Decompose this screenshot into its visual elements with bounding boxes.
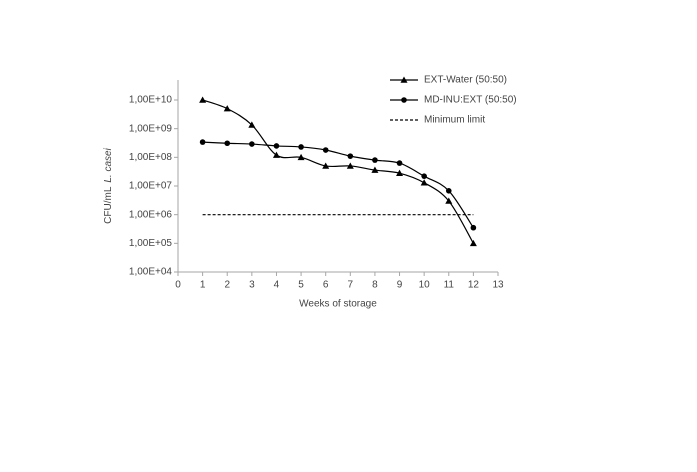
data-point <box>298 144 304 150</box>
data-point <box>445 197 453 204</box>
data-point <box>297 153 305 161</box>
legend-label: MD-INU:EXT (50:50) <box>424 95 517 106</box>
x-tick-label: 1 <box>200 280 206 291</box>
data-point <box>273 143 280 149</box>
legend-label: EXT-Water (50:50) <box>424 75 507 86</box>
x-tick-label: 6 <box>323 280 329 291</box>
data-point <box>224 140 231 147</box>
data-point <box>396 160 403 166</box>
data-point <box>469 239 477 247</box>
y-tick-label: 1,00E+06 <box>129 209 173 220</box>
x-tick-label: 12 <box>468 280 480 291</box>
x-axis-label: Weeks of storage <box>299 299 377 310</box>
x-tick-label: 5 <box>298 280 304 291</box>
data-point <box>445 188 452 194</box>
x-tick-label: 10 <box>419 280 431 291</box>
y-tick-label: 1,00E+09 <box>129 123 173 134</box>
y-axis-label-italic: L. casei <box>103 147 114 182</box>
y-axis-label-text: CFU/mL <box>103 186 114 224</box>
data-point <box>223 105 231 112</box>
data-point <box>470 224 477 231</box>
data-point <box>249 141 255 147</box>
y-tick-label: 1,00E+10 <box>129 95 173 106</box>
legend-marker <box>401 97 407 103</box>
data-point <box>346 162 354 169</box>
y-axis-label: CFU/mL L. casei <box>103 147 114 223</box>
data-point <box>421 173 427 179</box>
x-tick-label: 4 <box>274 280 280 291</box>
x-tick-label: 2 <box>224 280 230 291</box>
y-tick-label: 1,00E+04 <box>129 267 173 278</box>
data-point <box>371 166 379 173</box>
legend-marker <box>400 76 408 83</box>
x-tick-label: 8 <box>372 280 378 291</box>
x-tick-label: 7 <box>348 280 354 291</box>
data-point <box>396 169 404 176</box>
legend-label: Minimum limit <box>424 115 485 126</box>
data-point <box>322 162 330 169</box>
x-tick-label: 3 <box>249 280 255 291</box>
y-tick-label: 1,00E+08 <box>129 152 173 163</box>
data-point <box>372 157 378 163</box>
data-point <box>322 147 329 153</box>
data-point <box>248 121 256 128</box>
data-point <box>347 153 354 159</box>
data-point <box>420 179 428 186</box>
x-tick-label: 13 <box>492 280 504 291</box>
x-tick-label: 0 <box>175 280 181 291</box>
data-point <box>272 151 280 158</box>
data-point <box>199 96 207 103</box>
x-tick-label: 11 <box>444 280 455 291</box>
data-point <box>199 139 206 145</box>
y-tick-label: 1,00E+07 <box>129 181 173 192</box>
x-tick-label: 9 <box>397 280 403 291</box>
y-tick-label: 1,00E+05 <box>129 238 173 249</box>
